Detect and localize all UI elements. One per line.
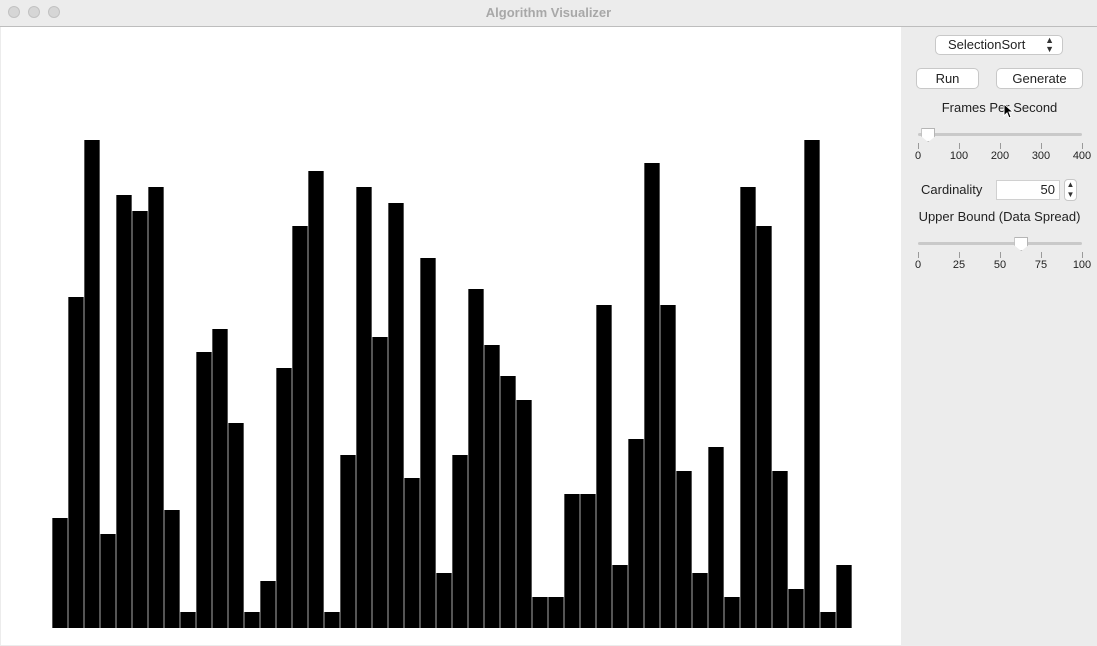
select-arrows-icon: ▲ ▼ [1045, 35, 1054, 54]
generate-button[interactable]: Generate [996, 68, 1083, 89]
data-bar [644, 163, 660, 628]
upper-bound-tick-label: 100 [1072, 259, 1092, 271]
fps-slider-thumb[interactable] [921, 128, 936, 142]
data-bar [132, 211, 148, 628]
data-bar [420, 258, 436, 628]
data-bar [52, 518, 68, 628]
data-bar [772, 471, 788, 628]
data-bar [340, 455, 356, 628]
data-bar [164, 510, 180, 628]
algorithm-select-value: SelectionSort [948, 37, 1026, 52]
data-bar [724, 597, 740, 628]
data-bar [708, 447, 724, 628]
data-bar [676, 471, 692, 628]
data-bar [260, 581, 276, 628]
data-bar [516, 400, 532, 628]
data-bar [756, 226, 772, 628]
data-bar [388, 203, 404, 628]
data-bar [212, 329, 228, 628]
title-bar: Algorithm Visualizer [0, 0, 1097, 27]
fps-tick-mark [1041, 143, 1042, 149]
data-bar [308, 171, 324, 628]
data-bar [324, 612, 340, 628]
data-bar [276, 368, 292, 628]
fps-tick-mark [918, 143, 919, 149]
data-bar [148, 187, 164, 628]
run-button[interactable]: Run [916, 68, 979, 89]
data-bar [436, 573, 452, 628]
data-bar [500, 376, 516, 628]
upper-bound-tick-label: 25 [952, 259, 966, 271]
data-bar [804, 140, 820, 628]
fps-slider[interactable] [918, 133, 1082, 136]
data-bar [244, 612, 260, 628]
cardinality-stepper[interactable]: ▲ ▼ [1064, 179, 1077, 201]
data-bar [532, 597, 548, 628]
fps-tick-label: 100 [949, 150, 969, 162]
data-bar [580, 494, 596, 628]
fps-tick-label: 0 [914, 150, 922, 162]
data-bar [660, 305, 676, 628]
data-bar [84, 140, 100, 628]
data-bar [356, 187, 372, 628]
fps-tick-mark [1082, 143, 1083, 149]
upper-bound-tick-mark [918, 252, 919, 258]
upper-bound-tick-label: 0 [914, 259, 922, 271]
upper-bound-label: Upper Bound (Data Spread) [918, 209, 1081, 224]
data-bar [740, 187, 756, 628]
data-bar [836, 565, 852, 628]
window-title: Algorithm Visualizer [485, 5, 612, 20]
upper-bound-slider[interactable] [918, 242, 1082, 245]
data-bar [196, 352, 212, 628]
data-bar [468, 289, 484, 628]
upper-bound-tick-mark [1082, 252, 1083, 258]
data-bar [100, 534, 116, 628]
upper-bound-tick-mark [959, 252, 960, 258]
data-bar [596, 305, 612, 628]
fps-tick-label: 200 [990, 150, 1010, 162]
data-bar [788, 589, 804, 628]
upper-bound-tick-label: 50 [993, 259, 1007, 271]
close-window-button[interactable] [8, 6, 20, 18]
data-bar [692, 573, 708, 628]
cardinality-field[interactable]: 50 [996, 180, 1060, 200]
zoom-window-button[interactable] [48, 6, 60, 18]
data-bar [820, 612, 836, 628]
visualizer-canvas [1, 27, 901, 645]
data-bar [372, 337, 388, 628]
data-bar [612, 565, 628, 628]
cardinality-label: Cardinality [921, 182, 983, 197]
mouse-pointer-icon [1003, 103, 1013, 119]
data-bar [292, 226, 308, 628]
algorithm-select[interactable]: SelectionSort ▲ ▼ [935, 35, 1063, 55]
data-bar [116, 195, 132, 628]
upper-bound-tick-mark [1041, 252, 1042, 258]
fps-tick-mark [1000, 143, 1001, 149]
upper-bound-tick-label: 75 [1034, 259, 1048, 271]
fps-tick-label: 400 [1072, 150, 1092, 162]
minimize-window-button[interactable] [28, 6, 40, 18]
data-bar [628, 439, 644, 628]
data-bar [452, 455, 468, 628]
data-bar [68, 297, 84, 628]
data-bar [484, 345, 500, 628]
data-bar [228, 423, 244, 628]
data-bar [564, 494, 580, 628]
upper-bound-tick-mark [1000, 252, 1001, 258]
data-bar [404, 478, 420, 628]
upper-bound-slider-thumb[interactable] [1014, 237, 1029, 251]
control-panel: SelectionSort ▲ ▼ Run Generate Frames Per… [902, 27, 1097, 646]
fps-tick-mark [959, 143, 960, 149]
data-bar [180, 612, 196, 628]
fps-tick-label: 300 [1031, 150, 1051, 162]
fps-label: Frames Per Second [941, 100, 1058, 115]
data-bar [548, 597, 564, 628]
